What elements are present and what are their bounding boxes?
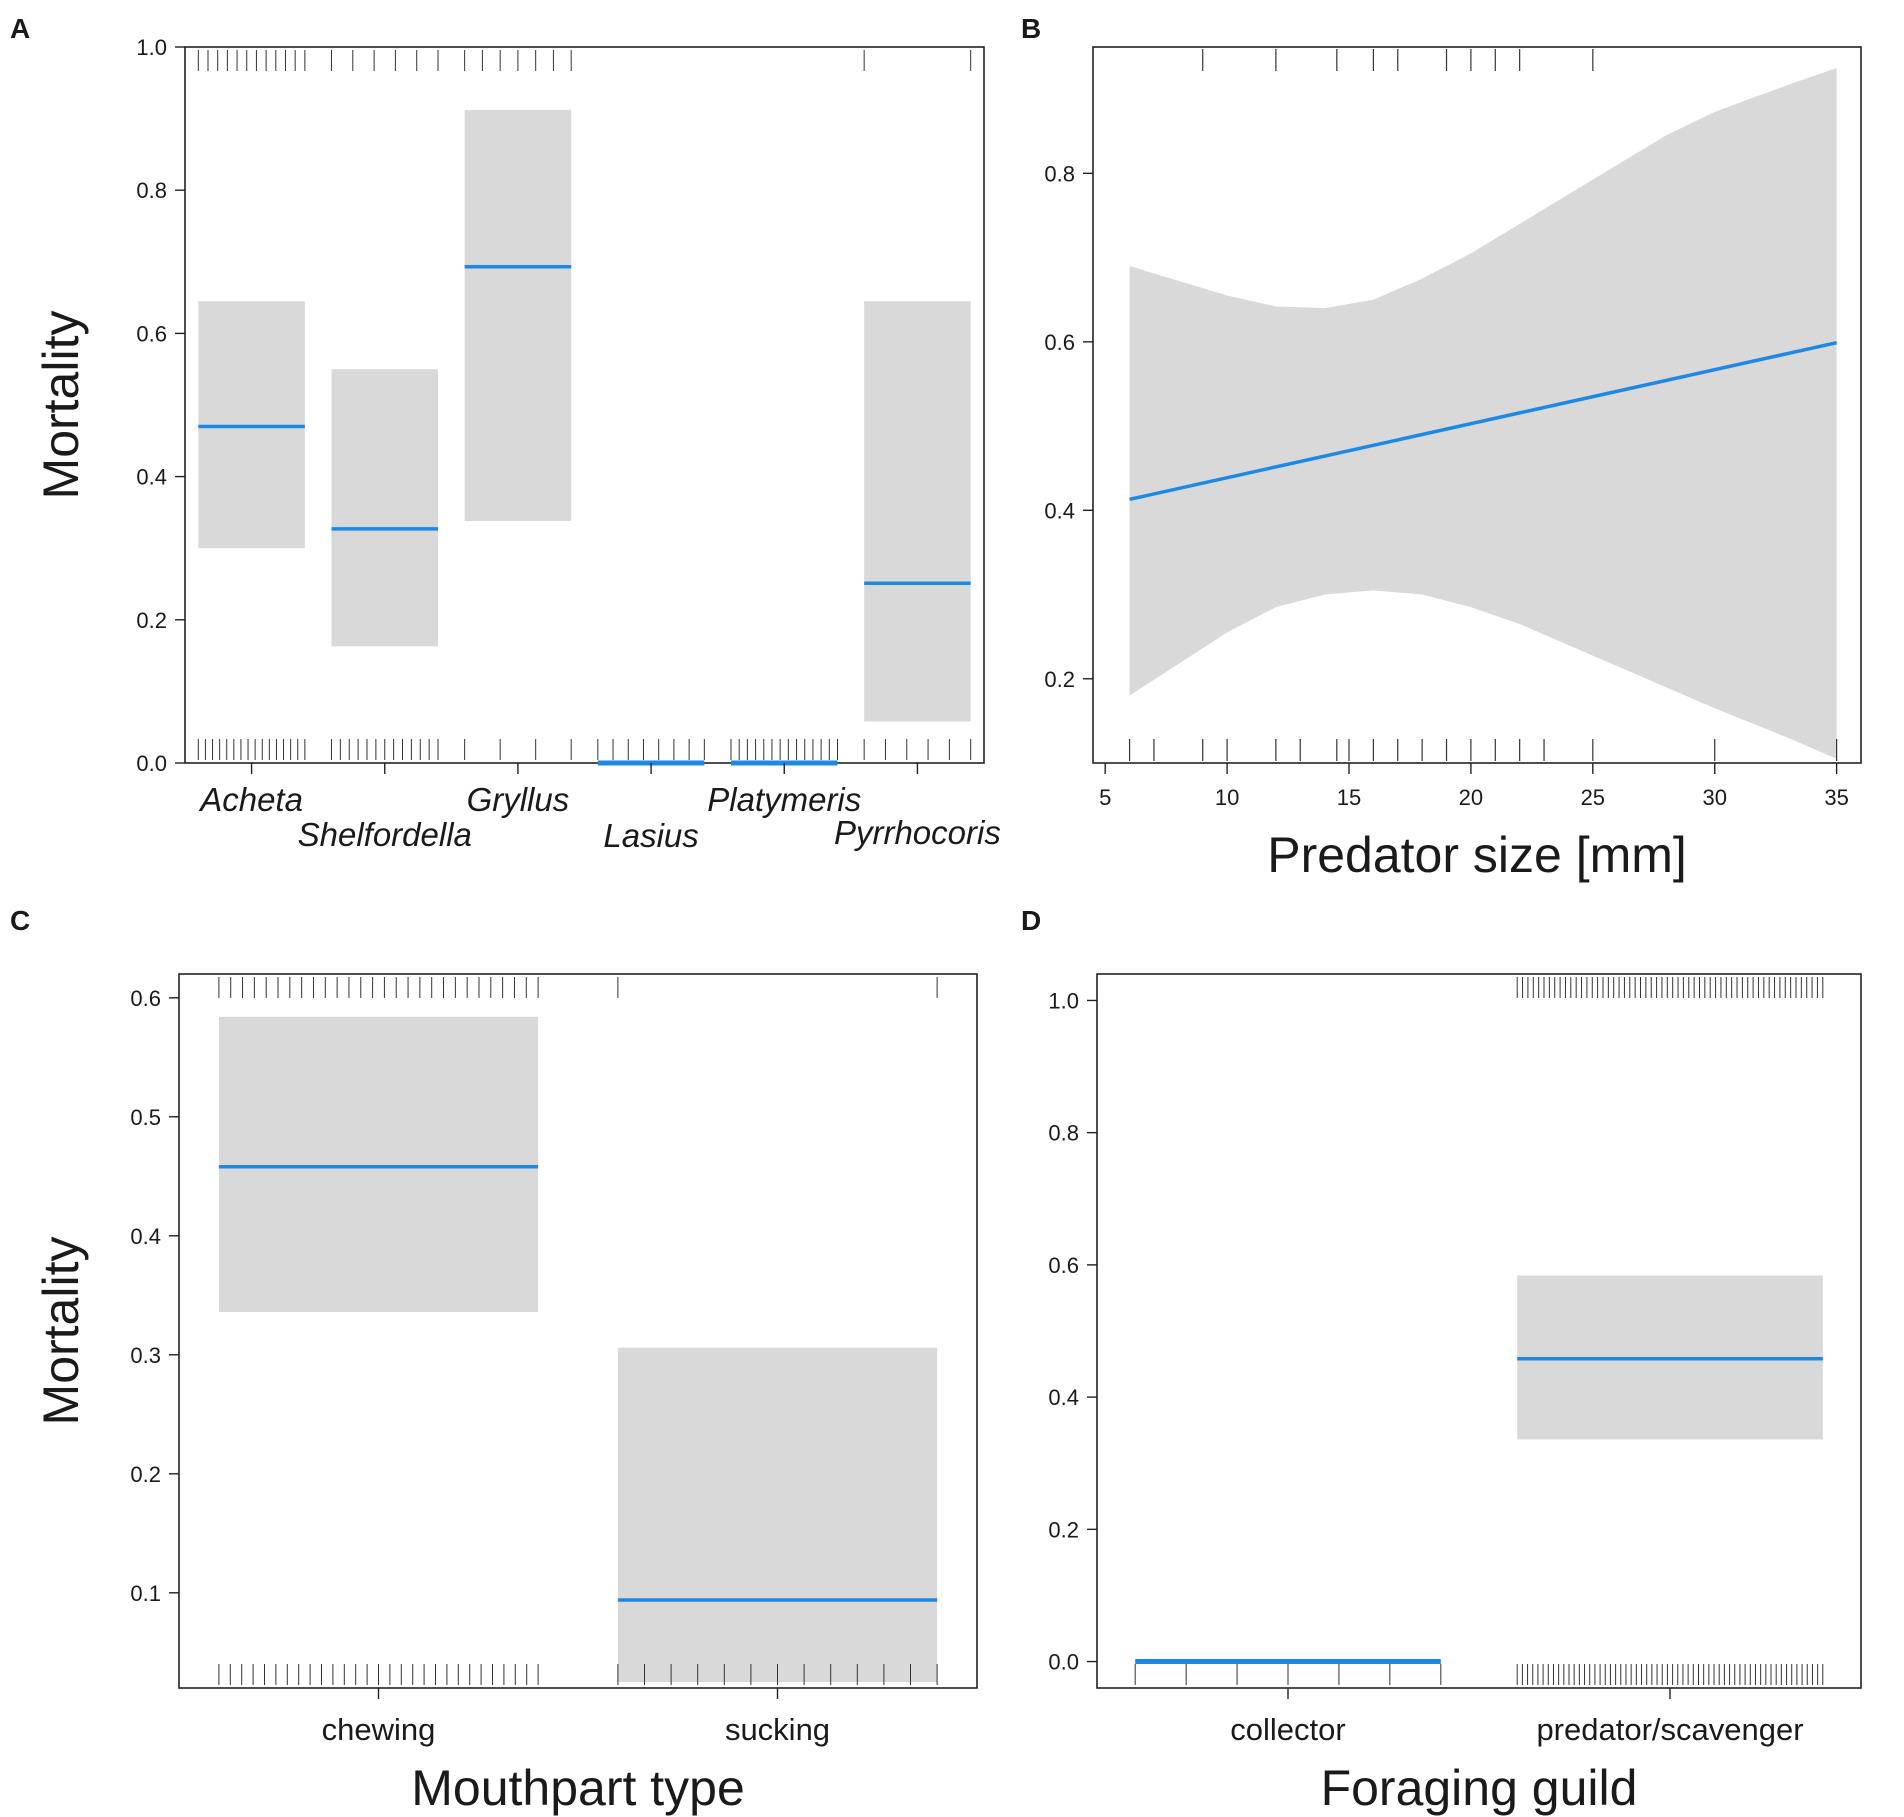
plot-frame xyxy=(1096,973,1862,1689)
x-tick-label: 15 xyxy=(1337,785,1361,810)
y-tick-label: 0.4 xyxy=(1048,1385,1079,1410)
category-2: Gryllus xyxy=(464,50,572,818)
category-3: Lasius xyxy=(597,739,705,854)
panel-label: A xyxy=(10,13,30,44)
y-tick-label: 0.8 xyxy=(1044,161,1075,186)
plot-frame xyxy=(184,46,985,764)
y-tick-label: 0.4 xyxy=(1044,498,1075,523)
y-axis-title: Mortality xyxy=(33,1237,89,1426)
ci-band xyxy=(198,301,305,549)
y-tick-label: 0.4 xyxy=(130,1224,161,1249)
x-tick-label: 30 xyxy=(1702,785,1726,810)
y-tick-label: 0.8 xyxy=(1048,1121,1079,1146)
panel-label: C xyxy=(10,905,30,936)
y-tick-label: 0.2 xyxy=(130,1462,161,1487)
panel-d: D 0.0 0.2 0.4 0.6 0.8 1.0 collector predator/sca… xyxy=(1021,905,1862,1816)
x-axis-title: Mouthpart type xyxy=(411,1760,745,1816)
x-tick-label: 10 xyxy=(1215,785,1239,810)
category-0: Acheta xyxy=(197,50,306,818)
y-tick-label: 1.0 xyxy=(136,35,167,60)
x-category-label: Platymeris xyxy=(707,781,861,818)
x-category-label: Acheta xyxy=(198,781,303,818)
category-5: Pyrrhocoris xyxy=(834,50,1001,851)
x-category-label: chewing xyxy=(322,1712,436,1747)
category-0: chewing xyxy=(218,977,539,1747)
panel-label: B xyxy=(1021,13,1041,44)
ci-band xyxy=(864,301,971,722)
y-tick-label: 0.2 xyxy=(1048,1517,1079,1542)
category-4: Platymeris xyxy=(707,739,861,818)
y-tick-label: 0.6 xyxy=(1048,1253,1079,1278)
y-tick-label: 0.0 xyxy=(136,751,167,776)
plot-frame xyxy=(1092,46,1862,764)
panel-c: C 0.1 0.2 0.3 0.4 0.5 0.6 Mortality chewing sucki… xyxy=(10,905,978,1816)
y-tick-label: 0.6 xyxy=(130,986,161,1011)
x-axis-title: Predator size [mm] xyxy=(1267,827,1687,883)
y-tick-label: 0.8 xyxy=(136,178,167,203)
x-category-label: Pyrrhocoris xyxy=(834,814,1001,851)
y-tick-label: 0.6 xyxy=(136,321,167,346)
panel-b: B 0.2 0.4 0.6 0.8 5 10 15 20 25 30 35 Predator size … xyxy=(1021,13,1862,883)
ci-band xyxy=(218,1016,539,1312)
y-axis: 0.0 0.2 0.4 0.6 0.8 1.0 xyxy=(1048,988,1097,1675)
category-0: collector xyxy=(1134,1659,1442,1747)
ci-band xyxy=(331,369,439,647)
x-tick-label: 35 xyxy=(1824,785,1848,810)
category-1: sucking xyxy=(617,977,938,1747)
x-tick-label: 20 xyxy=(1459,785,1483,810)
effect-line xyxy=(1129,340,1837,502)
x-category-label: Lasius xyxy=(603,817,698,854)
panel-label: D xyxy=(1021,905,1041,936)
y-axis: 0.2 0.4 0.6 0.8 xyxy=(1044,161,1093,692)
x-axis: 5 10 15 20 25 30 35 xyxy=(1099,763,1849,810)
x-category-label: collector xyxy=(1230,1712,1345,1747)
x-category-label: predator/scavenger xyxy=(1536,1712,1803,1747)
ci-band xyxy=(1129,68,1837,759)
category-1: predator/scavenger xyxy=(1516,977,1824,1747)
y-axis-title: Mortality xyxy=(33,311,89,500)
y-tick-label: 0.2 xyxy=(1044,667,1075,692)
y-tick-label: 0.1 xyxy=(130,1581,161,1606)
y-axis: 0.1 0.2 0.3 0.4 0.5 0.6 xyxy=(130,986,179,1606)
plot-frame xyxy=(178,973,978,1689)
category-1: Shelfordella xyxy=(298,50,472,853)
y-tick-label: 1.0 xyxy=(1048,988,1079,1013)
y-tick-label: 0.4 xyxy=(136,465,167,490)
x-category-label: Gryllus xyxy=(467,781,570,818)
y-axis: 0.0 0.2 0.4 0.6 0.8 1.0 xyxy=(136,35,185,776)
x-category-label: sucking xyxy=(725,1712,830,1747)
y-tick-label: 0.6 xyxy=(1044,330,1075,355)
x-tick-label: 5 xyxy=(1099,785,1111,810)
x-axis-title: Foraging guild xyxy=(1321,1760,1638,1816)
y-tick-label: 0.2 xyxy=(136,608,167,633)
ci-band xyxy=(464,110,572,521)
ci-band xyxy=(617,1347,938,1683)
y-tick-label: 0.3 xyxy=(130,1343,161,1368)
x-category-label: Shelfordella xyxy=(298,816,472,853)
panel-a: A 0.0 0.2 0.4 0.6 0.8 1.0 Mortality AchetaShelfo… xyxy=(10,13,1001,854)
x-tick-label: 25 xyxy=(1581,785,1605,810)
y-tick-label: 0.5 xyxy=(130,1105,161,1130)
y-tick-label: 0.0 xyxy=(1048,1650,1079,1675)
